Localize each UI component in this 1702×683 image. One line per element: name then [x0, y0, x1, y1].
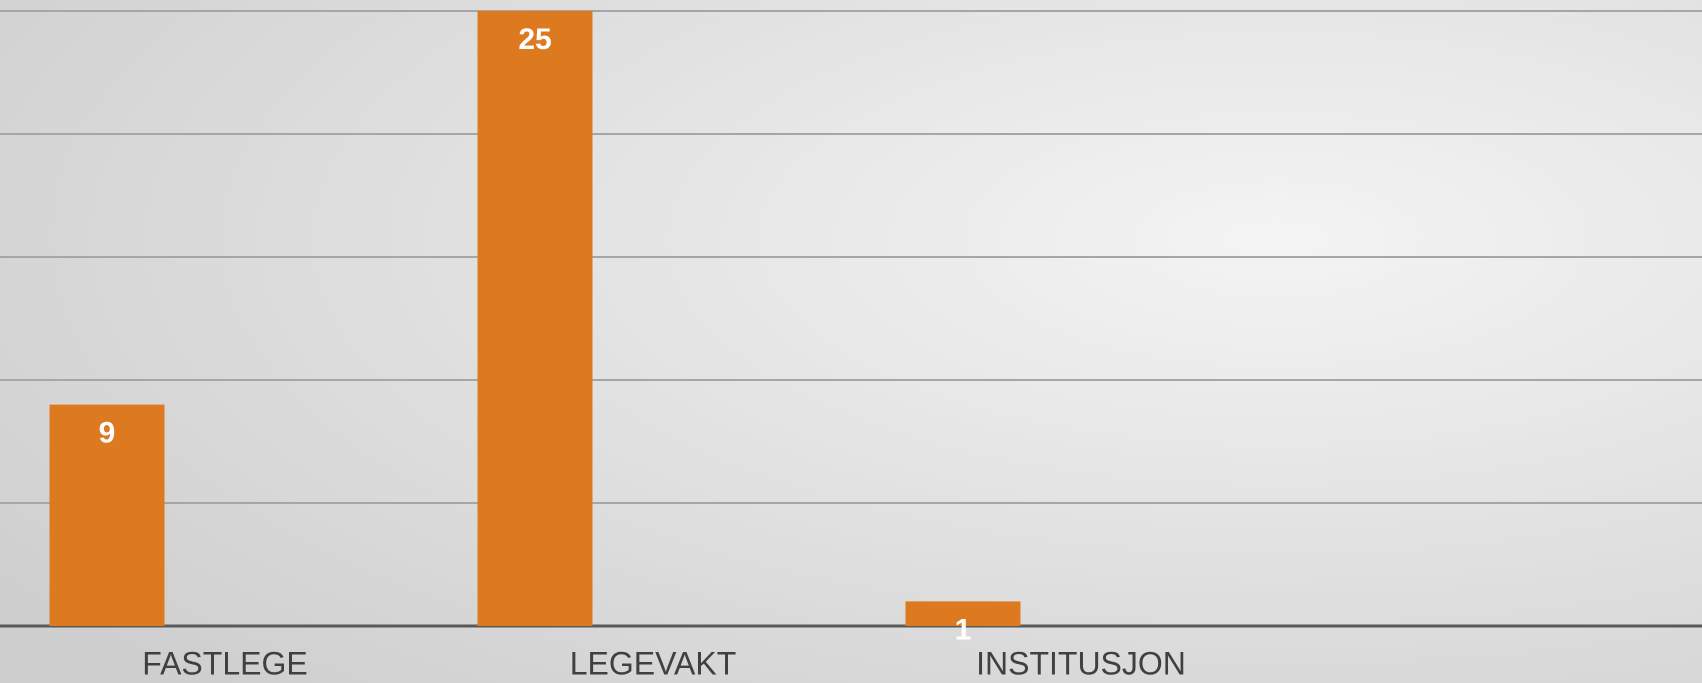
data-label: 1	[955, 613, 972, 646]
bar	[477, 11, 593, 626]
data-label: 25	[518, 23, 551, 56]
data-label: 9	[99, 417, 116, 450]
bar	[49, 404, 165, 626]
bar	[905, 601, 1021, 626]
x-tick-label: INSTITUSJON	[976, 645, 1186, 681]
x-tick-label: FASTLEGE	[142, 645, 307, 681]
x-tick-label: LEGEVAKT	[570, 645, 737, 681]
